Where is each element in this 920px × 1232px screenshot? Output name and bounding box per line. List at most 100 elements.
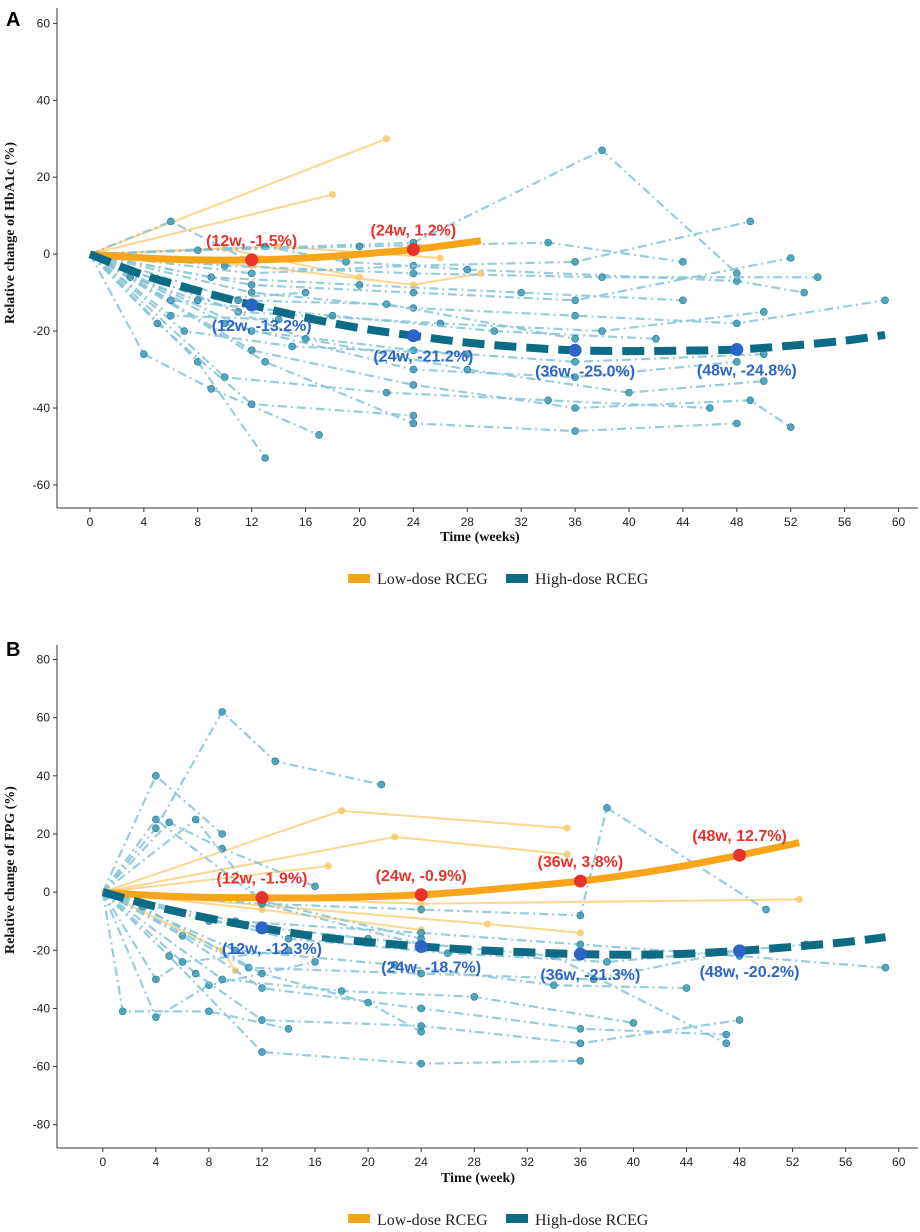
x-tick-label: 28 (468, 1155, 482, 1169)
high-dose-individual-line (102, 806, 767, 917)
high-dose-individual-point (247, 346, 256, 355)
high-dose-individual-point (598, 146, 606, 155)
high-dose-individual-line (89, 253, 886, 325)
low-dose-timepoint-marker (406, 243, 420, 257)
y-tick-label: -20 (33, 324, 51, 338)
high-dose-individual-point (178, 958, 187, 966)
high-dose-individual-point (759, 377, 768, 385)
high-dose-individual-point (576, 940, 585, 949)
high-dose-individual-line (102, 891, 581, 1065)
high-dose-individual-point (417, 969, 425, 978)
high-dose-timepoint-marker (245, 298, 259, 312)
high-dose-individual-point (311, 958, 319, 966)
low-dose-timepoint-marker (255, 891, 269, 905)
high-dose-individual-point (881, 963, 890, 972)
high-dose-individual-point (234, 296, 242, 305)
high-dose-individual-point (409, 365, 418, 374)
high-dose-individual-point (706, 404, 714, 412)
low-dose-timepoint-marker (245, 253, 259, 267)
high-dose-individual-point (417, 905, 425, 914)
high-dose-timepoint-marker (414, 940, 428, 954)
high-dose-individual-point (409, 381, 418, 389)
high-dose-individual-point (762, 905, 770, 914)
high-dose-individual-point (571, 404, 579, 412)
high-dose-individual-point (382, 300, 391, 308)
high-dose-individual-point (140, 350, 148, 358)
y-tick-label: 40 (37, 93, 51, 107)
high-dose-individual-point (417, 1059, 425, 1068)
low-dose-timepoint-label: (12w, -1.9%) (216, 871, 307, 888)
high-dose-individual-point (722, 1039, 731, 1048)
high-dose-individual-point (284, 946, 293, 955)
high-dose-individual-line (89, 245, 805, 294)
high-dose-individual-point (598, 273, 606, 282)
high-dose-individual-point (571, 334, 579, 343)
low-dose-timepoint-label: (24w, -0.9%) (376, 868, 467, 885)
panel-b-xlabel: Time (week) (441, 1171, 515, 1186)
x-tick-label: 16 (299, 515, 313, 529)
high-dose-individual-point (153, 319, 162, 328)
high-dose-timepoint-marker (255, 921, 269, 935)
high-dose-individual-point (152, 975, 160, 984)
high-dose-individual-point (746, 396, 755, 405)
low-dose-individual-line (89, 137, 387, 256)
high-dose-individual-point (258, 1048, 266, 1056)
panel-a-ylabel: Relative change of HbA1c (%) (3, 142, 18, 324)
high-dose-individual-point (247, 400, 256, 408)
high-dose-individual-point (165, 952, 173, 960)
high-dose-individual-line (102, 817, 422, 946)
high-dose-individual-point (342, 258, 350, 266)
y-tick-label: -20 (33, 943, 51, 957)
high-dose-individual-point (746, 217, 755, 226)
high-dose-individual-point (733, 358, 741, 366)
high-dose-individual-point (463, 265, 472, 274)
high-dose-individual-line (89, 253, 792, 429)
y-tick-label: 20 (37, 170, 51, 184)
high-dose-individual-point (152, 824, 160, 832)
low-dose-individual-line (102, 864, 329, 894)
low-dose-individual-point (436, 254, 444, 262)
high-dose-individual-point (118, 1007, 127, 1016)
high-dose-timepoint-marker (733, 944, 747, 958)
x-tick-label: 32 (521, 1155, 535, 1169)
high-dose-individual-point (167, 311, 175, 320)
panel-a-legend: Low-dose RCEG High-dose RCEG (348, 571, 649, 588)
high-dose-individual-point (571, 296, 579, 305)
low-dose-timepoint-marker (733, 848, 747, 862)
high-dose-individual-point (271, 757, 280, 766)
high-dose-individual-point (274, 315, 283, 324)
high-dose-individual-line (89, 253, 414, 417)
y-tick-label: 40 (37, 769, 51, 783)
high-dose-individual-point (301, 334, 310, 343)
high-dose-individual-point (258, 1016, 266, 1024)
low-dose-individual-point (329, 191, 337, 199)
high-dose-individual-point (231, 946, 240, 955)
high-dose-individual-point (652, 334, 660, 343)
high-dose-individual-point (544, 396, 552, 405)
high-dose-individual-point (629, 1019, 638, 1027)
x-tick-label: 48 (733, 1155, 747, 1169)
high-dose-individual-point (576, 1056, 585, 1065)
high-dose-individual-point (218, 708, 226, 716)
high-dose-individual-line (89, 253, 737, 433)
high-dose-timepoint-label: (24w, -21.2%) (373, 349, 473, 366)
legend-label-high: High-dose RCEG (535, 1212, 649, 1229)
high-dose-individual-point (261, 454, 269, 462)
x-tick-label: 52 (786, 1155, 800, 1169)
high-dose-individual-point (247, 269, 256, 278)
x-tick-label: 8 (206, 1155, 213, 1169)
legend-swatch-high (506, 574, 528, 583)
high-dose-individual-line (89, 253, 764, 394)
low-dose-individual-point (484, 920, 491, 928)
high-dose-individual-point (377, 780, 386, 789)
high-dose-individual-point (355, 281, 364, 289)
high-dose-individual-point (490, 327, 499, 335)
legend-label-low: Low-dose RCEG (377, 571, 488, 588)
x-tick-label: 44 (676, 515, 690, 529)
high-dose-individual-point (735, 1016, 744, 1024)
high-dose-individual-point (576, 1039, 585, 1048)
high-dose-individual-point (679, 296, 687, 305)
low-dose-timepoint-marker (414, 888, 428, 902)
high-dose-individual-point (722, 1030, 731, 1039)
